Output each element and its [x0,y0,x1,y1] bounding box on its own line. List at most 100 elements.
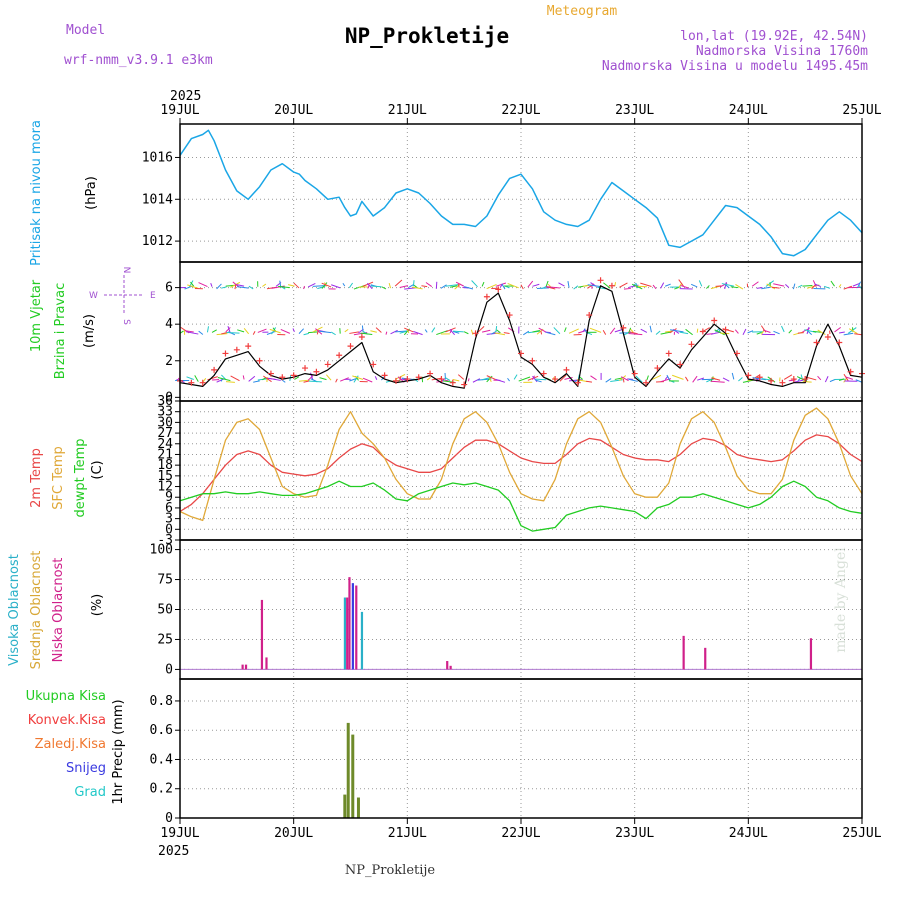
wind-barb [252,331,256,335]
time-tick-top-23JUL: 23JUL [615,103,654,118]
wind-barb [742,379,755,383]
wind-barb [605,378,612,383]
wind-barb [325,374,332,381]
cloud-ytick-label: 100 [150,543,173,558]
wind-barb [635,283,639,289]
year-bottom: 2025 [158,844,189,859]
wind-barb [788,329,792,334]
model-elevation-info: Nadmorska Visina u modelu 1495.45m [602,59,868,74]
wind-barb [287,284,295,287]
wind-marker [790,376,797,383]
wind-marker [677,361,684,368]
wind-barb [646,375,649,381]
wind-barb [243,327,250,335]
wind-marker [188,379,195,386]
wind-barb [773,283,785,287]
wind-barb [269,328,281,334]
wind-barb [494,332,506,336]
time-tick-top-24JUL: 24JUL [729,103,768,118]
data-layer [175,129,865,818]
wind-barb [489,377,492,382]
wind-barb [523,330,530,336]
cloud-ytick-label: 50 [157,603,173,618]
wind-barb [590,375,597,381]
cloud-ylabel-high: Visoka Oblacnost [7,554,22,666]
compass-east: E [150,291,156,301]
wind-barb [664,283,671,287]
wind-barb [335,378,338,383]
precip-bar [343,794,347,818]
wind-barb [495,282,507,287]
wind-barb [237,286,249,289]
temperature-ytick-label: 18 [157,458,173,473]
wind-marker [597,277,604,284]
temperature-ytick-label: 24 [157,437,173,452]
wind-barb [457,374,465,380]
wind-barb [455,281,465,287]
wind-ytick-label: 2 [165,354,173,369]
wind-marker [802,376,809,383]
temperature-ytick-label: 0 [165,522,173,537]
wind-barb [308,380,322,383]
wind-barb [670,329,684,333]
cloud-low-bar [346,597,349,670]
wind-barb [710,380,725,383]
wind-barb [237,329,245,333]
wind-barb [619,332,632,334]
wind-barb [830,280,835,287]
model-name: wrf-nmm_v3.9.1 e3km [64,53,213,68]
time-tick-bottom-22JUL: 22JUL [501,826,540,841]
wind-marker [506,312,513,319]
wind-barb [742,328,747,336]
wind-barb [321,282,328,289]
wind-barb [751,374,760,380]
wind-barb [520,284,524,290]
pressure-ytick-label: 1016 [142,150,173,165]
wind-barb [399,285,409,288]
wind-barb [352,375,364,381]
wind-barb [854,333,863,336]
wind-barb [685,376,689,382]
wind-marker [438,376,445,383]
elevation-info: Nadmorska Visina 1760m [696,44,868,59]
wind-marker [415,374,422,381]
wind-marker [711,317,718,324]
wind-barb [587,284,602,288]
wind-barb [481,377,491,381]
wind-barb [226,381,235,383]
wind-barb [788,379,796,382]
wind-barb [679,331,689,335]
wind-barb [721,283,734,287]
wind-barb [666,374,671,381]
wind-marker [620,324,627,331]
wind-barb [540,330,543,335]
wind-marker [540,370,547,377]
wind-barb [404,327,414,333]
wind-barb [731,372,735,380]
wind-barb [706,379,712,383]
wind-barb [640,328,648,333]
wind-barb [545,280,549,287]
wind-barb [495,325,498,333]
wind-barb [421,285,428,288]
wind-marker [324,361,331,368]
wind-barb [619,375,627,382]
wind-barb [724,281,727,290]
wind-barb [280,378,286,383]
precip-bar [346,722,350,818]
wind-barb [471,280,478,288]
precip-legend-0: Ukupna Kisa [26,689,106,704]
wind-marker [518,350,524,357]
wind-barb [839,331,845,334]
wind-barb [194,375,199,382]
wind-barb [792,283,796,290]
wind-barb [234,284,237,290]
wind-barb [360,332,373,335]
cloud-low-bar [260,599,264,670]
wind-barb [558,282,565,287]
wind-barb [453,331,460,334]
wind-barb [756,331,762,335]
wind-barb [802,284,813,287]
wind-barb [425,282,433,287]
wind-barb [532,283,540,287]
